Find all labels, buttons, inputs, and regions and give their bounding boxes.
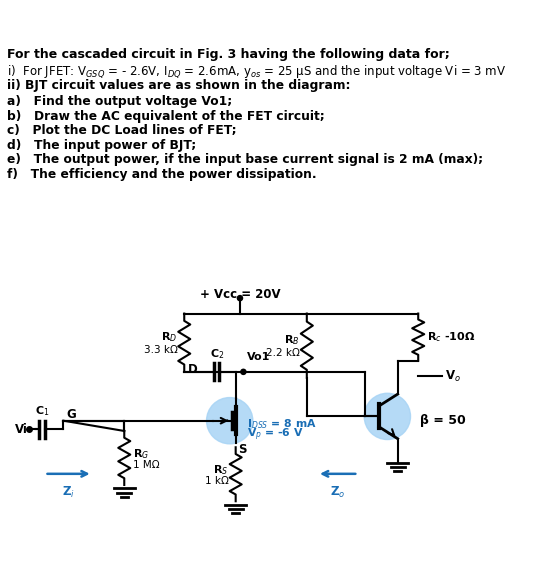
Text: a)   Find the output voltage Vo1;: a) Find the output voltage Vo1; <box>7 95 232 108</box>
Text: 2.2 kΩ: 2.2 kΩ <box>266 348 300 358</box>
Text: β = 50: β = 50 <box>420 414 466 427</box>
Text: e)   The output power, if the input base current signal is 2 mA (max);: e) The output power, if the input base c… <box>7 153 483 166</box>
Circle shape <box>241 369 246 374</box>
Text: R$_S$: R$_S$ <box>214 463 229 477</box>
Text: R$_D$: R$_D$ <box>161 331 177 344</box>
Text: S: S <box>238 443 247 456</box>
Text: 3.3 kΩ: 3.3 kΩ <box>144 344 177 355</box>
Text: Vo1: Vo1 <box>247 352 270 362</box>
Text: R$_c$ -10Ω: R$_c$ -10Ω <box>427 330 475 344</box>
Circle shape <box>206 398 253 444</box>
Text: V$_p$ = -6 V: V$_p$ = -6 V <box>247 426 304 443</box>
Text: C$_2$: C$_2$ <box>210 347 224 360</box>
Text: V$_o$: V$_o$ <box>445 369 461 383</box>
Text: Z$_o$: Z$_o$ <box>330 485 346 500</box>
Text: 1 MΩ: 1 MΩ <box>133 460 160 470</box>
Text: R$_B$: R$_B$ <box>284 333 300 347</box>
Text: b)   Draw the AC equivalent of the FET circuit;: b) Draw the AC equivalent of the FET cir… <box>7 110 325 123</box>
Text: d)   The input power of BJT;: d) The input power of BJT; <box>7 139 196 152</box>
Text: D: D <box>188 363 198 376</box>
Text: 1 kΩ: 1 kΩ <box>205 476 229 486</box>
Text: ii) BJT circuit values are as shown in the diagram:: ii) BJT circuit values are as shown in t… <box>7 79 351 92</box>
Text: For the cascaded circuit in Fig. 3 having the following data for;: For the cascaded circuit in Fig. 3 havin… <box>7 48 450 61</box>
Circle shape <box>237 296 242 301</box>
Circle shape <box>364 393 411 440</box>
Text: f)   The efficiency and the power dissipation.: f) The efficiency and the power dissipat… <box>7 168 316 181</box>
Text: I$_{DSS}$ = 8 mA: I$_{DSS}$ = 8 mA <box>247 417 316 431</box>
Text: G: G <box>66 408 76 421</box>
Text: R$_G$: R$_G$ <box>133 447 149 460</box>
Text: + Vcc = 20V: + Vcc = 20V <box>200 288 280 301</box>
Text: i)  For JFET: V$_{GSQ}$ = - 2.6V, I$_{DQ}$ = 2.6mA, y$_{os}$ = 25 μS and the inp: i) For JFET: V$_{GSQ}$ = - 2.6V, I$_{DQ}… <box>7 63 506 80</box>
Text: c)   Plot the DC Load lines of FET;: c) Plot the DC Load lines of FET; <box>7 124 236 137</box>
Text: Z$_i$: Z$_i$ <box>62 485 75 500</box>
Text: C$_1$: C$_1$ <box>35 404 49 418</box>
Text: Vi: Vi <box>15 423 28 436</box>
